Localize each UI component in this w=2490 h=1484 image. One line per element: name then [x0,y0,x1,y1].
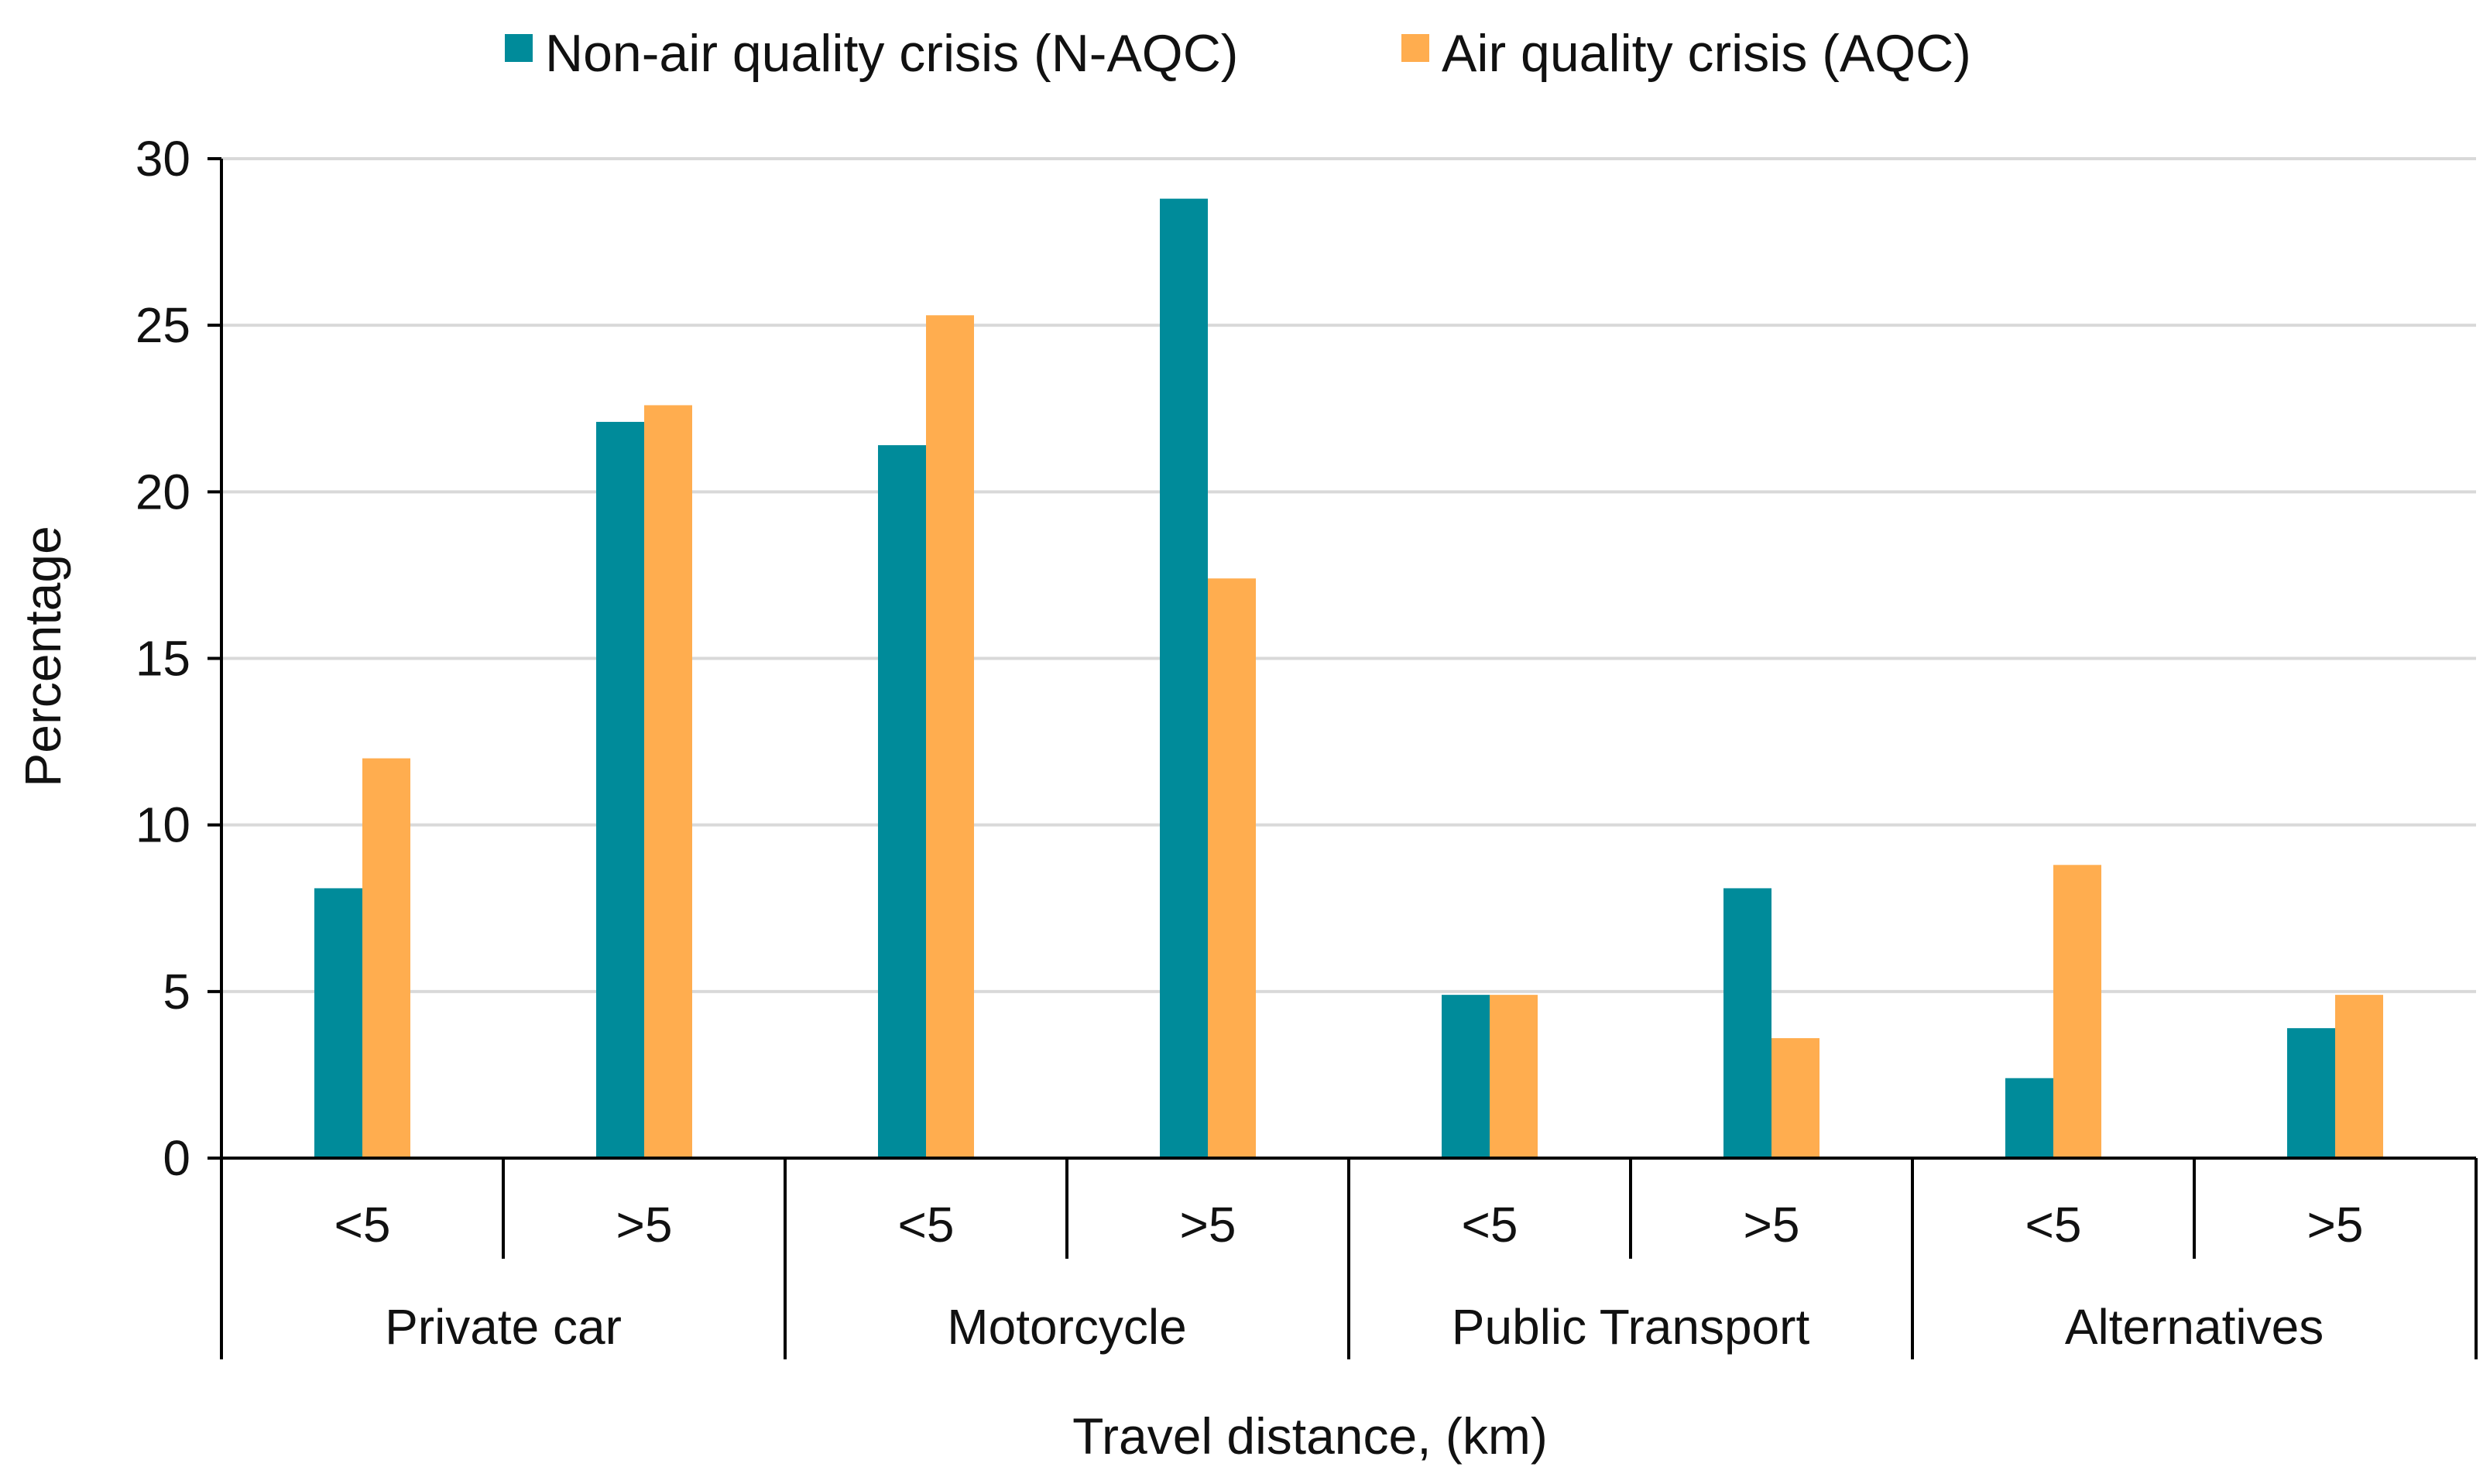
bar-aqc-0 [362,758,410,1158]
x-subcategory-label: <5 [334,1197,391,1253]
bar-aqc-1 [644,405,692,1158]
bar-aqc-3 [1208,578,1256,1158]
bar-aqc-2 [926,315,974,1159]
bar-naqc-7 [2287,1028,2335,1158]
x-subcategory-label: <5 [1462,1197,1518,1253]
y-tick-label: 20 [135,464,190,519]
x-subcategory-label: <5 [2025,1197,2082,1253]
legend-item-naqc: Non-air quality crisis (N-AQC) [505,24,1238,83]
bar-naqc-5 [1723,888,1771,1158]
legend: Non-air quality crisis (N-AQC) Air qualit… [505,24,1971,83]
bar-naqc-1 [596,421,644,1158]
series-0 [314,198,2335,1158]
y-tick-label: 5 [163,964,190,1020]
bar-naqc-0 [314,888,362,1158]
x-axis-ticks: <5 >5 <5 >5 <5 >5 <5 >5 Private car Motorcycle Pub… [334,1158,2478,1359]
x-subcategory-label: <5 [898,1197,955,1253]
bar-aqc-7 [2335,995,2383,1158]
bar-series [314,198,2383,1159]
x-group-label: Private car [385,1299,622,1355]
y-tick-label: 10 [135,797,190,853]
bar-naqc-6 [2005,1078,2053,1158]
y-tick-label: 0 [163,1130,190,1186]
x-subcategory-label: >5 [616,1197,673,1253]
x-subcategory-label: >5 [2307,1197,2364,1253]
y-axis-ticks: 0 5 10 15 20 25 30 [135,131,221,1186]
series-1 [362,315,2383,1159]
y-axis-title: Percentage [14,526,71,787]
bar-naqc-3 [1160,198,1208,1158]
legend-item-aqc: Air quality crisis (AQC) [1401,24,1971,83]
y-tick-label: 15 [135,631,190,687]
legend-label: Air quality crisis (AQC) [1442,24,1971,83]
legend-swatch [1401,34,1429,62]
y-tick-label: 30 [135,131,190,187]
bar-naqc-2 [878,445,926,1158]
bar-aqc-4 [1490,995,1538,1158]
bar-aqc-5 [1771,1038,1819,1158]
legend-label: Non-air quality crisis (N-AQC) [545,24,1238,83]
x-group-label: Public Transport [1452,1299,1810,1355]
bar-aqc-6 [2053,865,2101,1158]
y-tick-label: 25 [135,297,190,353]
x-group-label: Alternatives [2065,1299,2324,1355]
legend-swatch [505,34,533,62]
bar-naqc-4 [1442,995,1490,1158]
x-subcategory-label: >5 [1180,1197,1236,1253]
x-axis-title: Travel distance, (km) [1072,1407,1548,1465]
x-group-label: Motorcycle [947,1299,1186,1355]
gridlines [221,157,2476,993]
x-subcategory-label: >5 [1744,1197,1800,1253]
